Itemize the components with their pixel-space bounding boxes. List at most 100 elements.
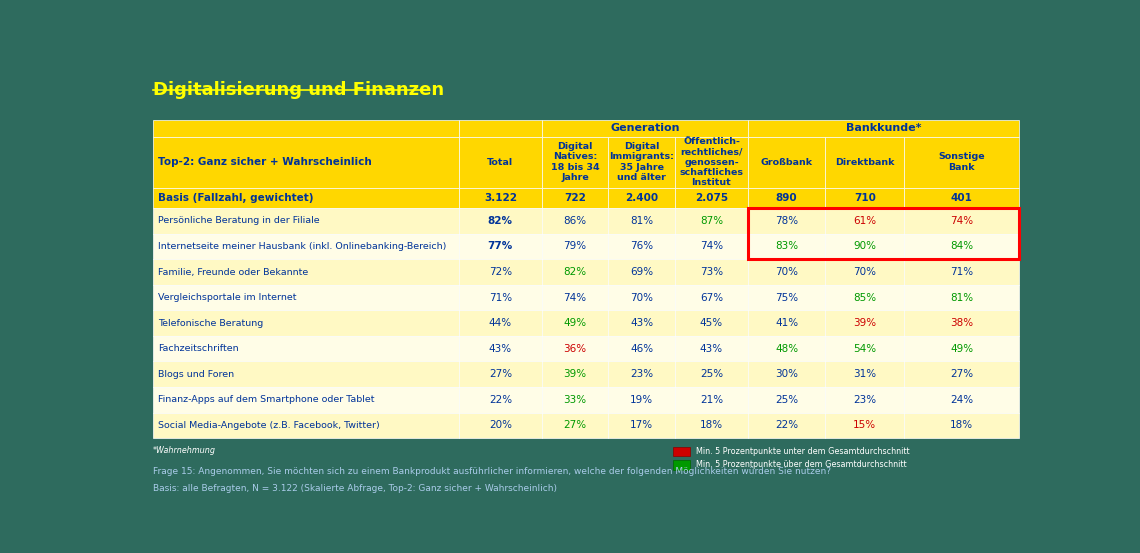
Bar	[748, 119, 1019, 137]
Bar	[542, 208, 608, 234]
Bar	[748, 208, 1019, 259]
Text: Basis (Fallzahl, gewichtet): Basis (Fallzahl, gewichtet)	[158, 193, 314, 203]
Text: 30%: 30%	[775, 369, 798, 379]
Text: 722: 722	[564, 193, 586, 203]
Text: 77%: 77%	[488, 242, 513, 252]
Text: 43%: 43%	[489, 343, 512, 354]
Bar	[673, 447, 691, 456]
Text: Min. 5 Prozentpunkte über dem Gesamtdurchschnitt: Min. 5 Prozentpunkte über dem Gesamtdurc…	[695, 461, 906, 469]
Text: 44%: 44%	[489, 318, 512, 328]
Text: 83%: 83%	[775, 242, 798, 252]
Text: 21%: 21%	[700, 395, 723, 405]
Text: 710: 710	[854, 193, 876, 203]
Bar	[542, 119, 748, 137]
Text: 19%: 19%	[630, 395, 653, 405]
Text: 90%: 90%	[853, 242, 877, 252]
Text: 41%: 41%	[775, 318, 798, 328]
Text: Großbank: Großbank	[760, 158, 813, 166]
Text: *Wahrnehmung: *Wahrnehmung	[153, 446, 217, 455]
Bar	[825, 336, 904, 362]
Bar	[748, 362, 825, 387]
Text: 43%: 43%	[630, 318, 653, 328]
Bar	[542, 336, 608, 362]
Bar	[748, 310, 825, 336]
Bar	[153, 413, 458, 438]
Text: 75%: 75%	[775, 293, 798, 302]
Bar	[458, 119, 542, 137]
Bar	[825, 413, 904, 438]
Text: Sonstige
Bank: Sonstige Bank	[938, 153, 985, 172]
Text: 24%: 24%	[950, 395, 974, 405]
Bar	[675, 310, 748, 336]
Bar	[825, 234, 904, 259]
Text: 84%: 84%	[950, 242, 974, 252]
Bar	[904, 362, 1019, 387]
Bar	[904, 234, 1019, 259]
Text: Bankkunde*: Bankkunde*	[846, 123, 921, 133]
Text: 23%: 23%	[853, 395, 877, 405]
Bar	[748, 259, 825, 285]
Bar	[542, 362, 608, 387]
Text: 81%: 81%	[950, 293, 974, 302]
Bar	[542, 285, 608, 310]
Text: 22%: 22%	[489, 395, 512, 405]
Bar	[542, 259, 608, 285]
Text: 27%: 27%	[489, 369, 512, 379]
Text: 74%: 74%	[950, 216, 974, 226]
Bar	[748, 234, 825, 259]
Bar	[608, 413, 675, 438]
Text: 70%: 70%	[775, 267, 798, 277]
Text: 79%: 79%	[563, 242, 587, 252]
Text: Fachzeitschriften: Fachzeitschriften	[158, 344, 239, 353]
Text: Top-2: Ganz sicher + Wahrscheinlich: Top-2: Ganz sicher + Wahrscheinlich	[158, 157, 372, 167]
Bar	[825, 259, 904, 285]
Bar	[675, 259, 748, 285]
Text: Blogs und Foren: Blogs und Foren	[158, 370, 235, 379]
Bar	[153, 187, 458, 208]
Text: 73%: 73%	[700, 267, 723, 277]
Bar	[675, 137, 748, 187]
Text: Internetseite meiner Hausbank (inkl. Onlinebanking-Bereich): Internetseite meiner Hausbank (inkl. Onl…	[158, 242, 447, 251]
Bar	[748, 137, 825, 187]
Text: 27%: 27%	[950, 369, 974, 379]
Text: 70%: 70%	[853, 267, 877, 277]
Bar	[153, 259, 458, 285]
Bar	[542, 234, 608, 259]
Bar	[675, 187, 748, 208]
Bar	[825, 208, 904, 234]
Bar	[904, 285, 1019, 310]
Text: Generation: Generation	[610, 123, 679, 133]
Bar	[608, 387, 675, 413]
Text: 18%: 18%	[700, 420, 723, 430]
Text: 82%: 82%	[488, 216, 513, 226]
Bar	[153, 310, 458, 336]
Bar	[904, 208, 1019, 234]
Bar	[458, 362, 542, 387]
Text: Öffentlich-
rechtliches/
genossen-
schaftliches
Institut: Öffentlich- rechtliches/ genossen- schaf…	[679, 137, 743, 187]
Text: Finanz-Apps auf dem Smartphone oder Tablet: Finanz-Apps auf dem Smartphone oder Tabl…	[158, 395, 375, 404]
Text: 17%: 17%	[630, 420, 653, 430]
Text: Basis: alle Befragten, N = 3.122 (Skalierte Abfrage, Top-2: Ganz sicher + Wahrsc: Basis: alle Befragten, N = 3.122 (Skalie…	[153, 484, 557, 493]
Text: Min. 5 Prozentpunkte unter dem Gesamtdurchschnitt: Min. 5 Prozentpunkte unter dem Gesamtdur…	[695, 447, 910, 456]
Text: 401: 401	[951, 193, 972, 203]
Text: 38%: 38%	[950, 318, 974, 328]
Bar	[542, 137, 608, 187]
Bar	[608, 259, 675, 285]
Bar	[153, 208, 458, 234]
Bar	[825, 285, 904, 310]
Text: 49%: 49%	[563, 318, 587, 328]
Bar	[825, 137, 904, 187]
Bar	[608, 285, 675, 310]
Bar	[153, 137, 458, 187]
Bar	[542, 387, 608, 413]
Bar	[458, 259, 542, 285]
Bar	[458, 234, 542, 259]
Text: 54%: 54%	[853, 343, 877, 354]
Text: Telefonische Beratung: Telefonische Beratung	[158, 319, 263, 327]
Bar	[825, 187, 904, 208]
Text: Digitalisierung und Finanzen: Digitalisierung und Finanzen	[153, 81, 445, 99]
Text: 85%: 85%	[853, 293, 877, 302]
Bar	[608, 362, 675, 387]
Text: 45%: 45%	[700, 318, 723, 328]
Text: 43%: 43%	[700, 343, 723, 354]
